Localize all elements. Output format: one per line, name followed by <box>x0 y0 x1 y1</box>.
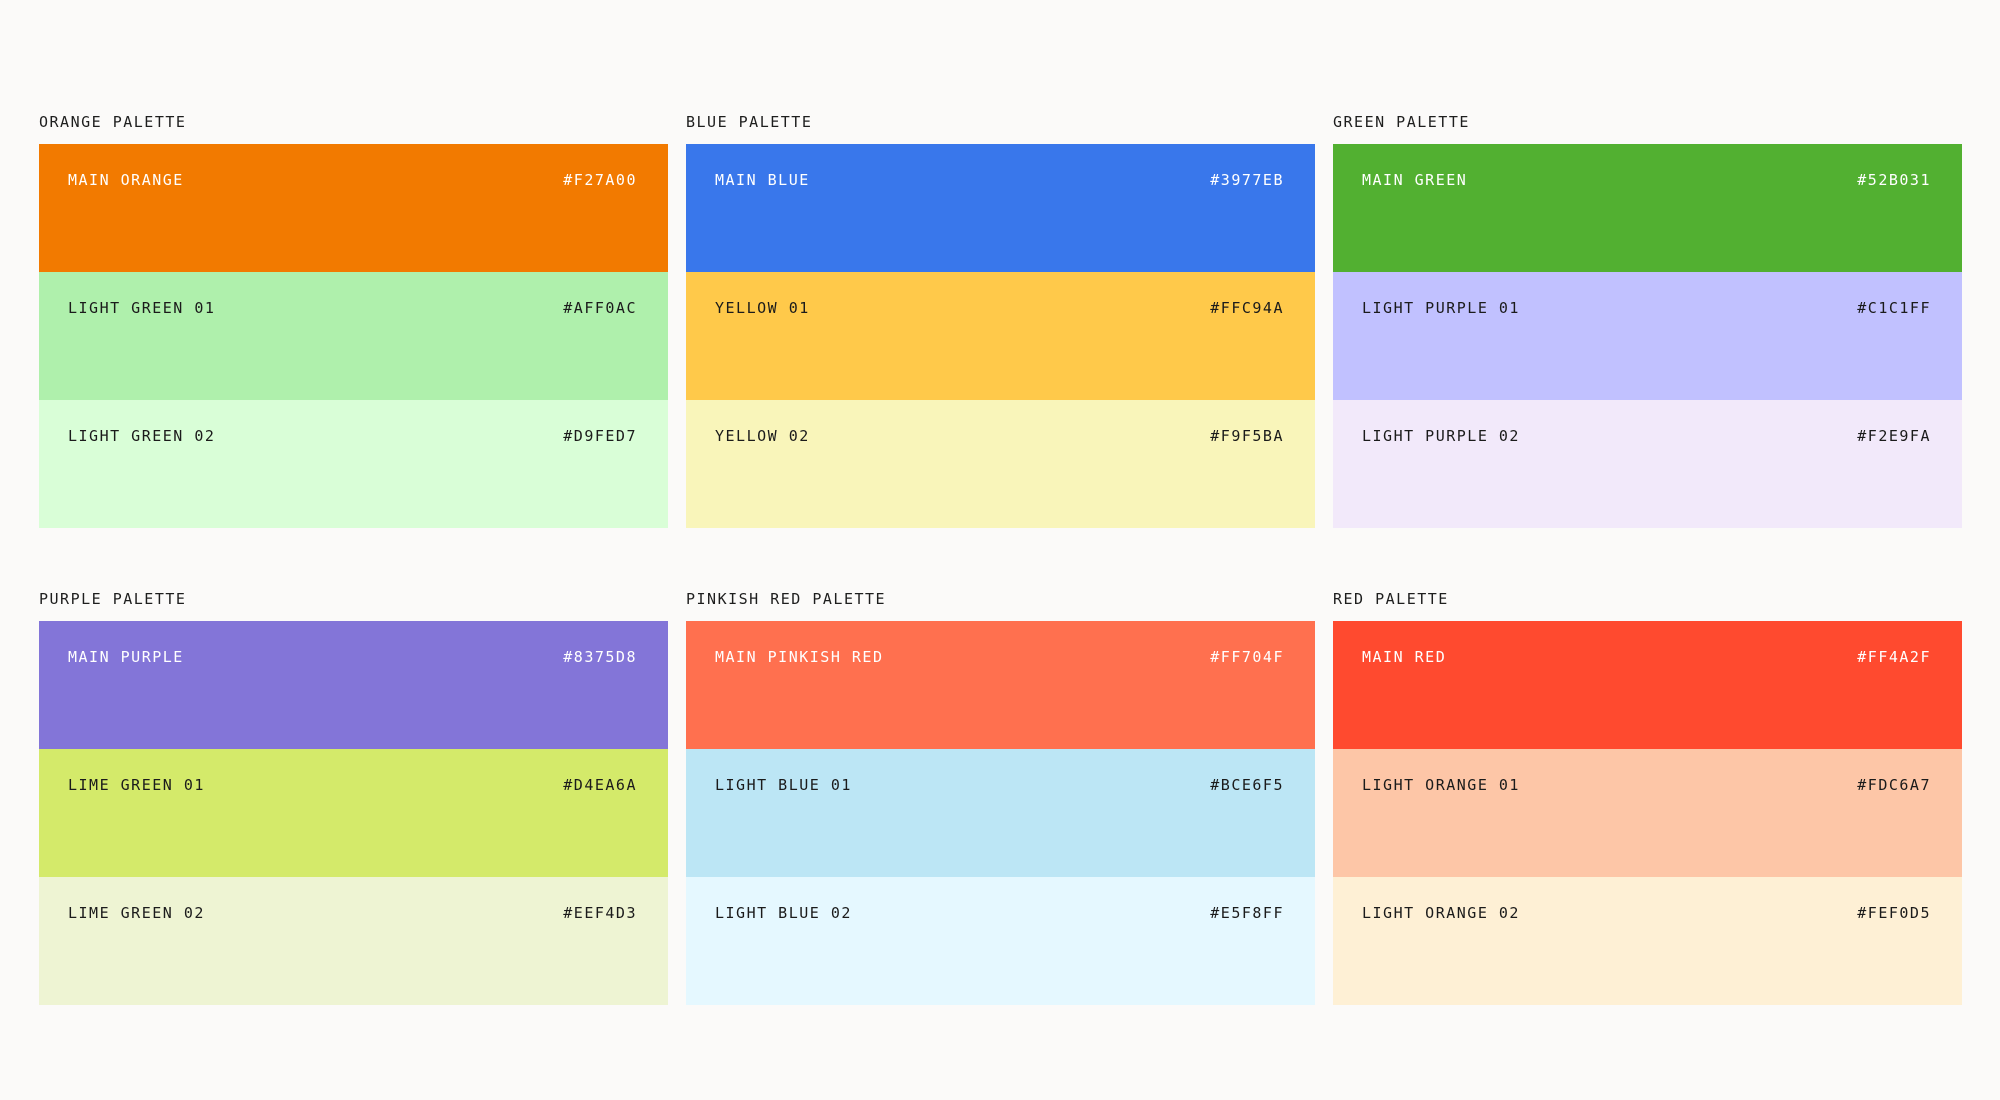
swatch-name: MAIN PINKISH RED <box>715 648 884 666</box>
swatch-hex: #52B031 <box>1857 171 1931 189</box>
swatch-name: MAIN ORANGE <box>68 171 184 189</box>
swatch-hex: #F9F5BA <box>1210 427 1284 445</box>
swatch[interactable]: LIGHT GREEN 01 #AFF0AC <box>39 272 668 400</box>
swatch-name: MAIN PURPLE <box>68 648 184 666</box>
swatch[interactable]: LIGHT PURPLE 02 #F2E9FA <box>1333 400 1962 528</box>
swatch[interactable]: LIGHT GREEN 02 #D9FED7 <box>39 400 668 528</box>
swatch-hex: #FDC6A7 <box>1857 776 1931 794</box>
swatch-hex: #FEF0D5 <box>1857 904 1931 922</box>
palette-red: RED PALETTE MAIN RED #FF4A2F LIGHT ORANG… <box>1333 585 1962 1005</box>
swatch[interactable]: LIGHT BLUE 01 #BCE6F5 <box>686 749 1315 877</box>
swatch[interactable]: LIGHT ORANGE 01 #FDC6A7 <box>1333 749 1962 877</box>
swatch[interactable]: LIGHT ORANGE 02 #FEF0D5 <box>1333 877 1962 1005</box>
palette-purple: PURPLE PALETTE MAIN PURPLE #8375D8 LIME … <box>39 585 668 1005</box>
swatch-name: LIME GREEN 02 <box>68 904 205 922</box>
swatch-hex: #F27A00 <box>563 171 637 189</box>
swatch-hex: #C1C1FF <box>1857 299 1931 317</box>
palette-green: GREEN PALETTE MAIN GREEN #52B031 LIGHT P… <box>1333 108 1962 528</box>
swatch-name: LIGHT PURPLE 02 <box>1362 427 1520 445</box>
swatch-name: LIGHT BLUE 02 <box>715 904 852 922</box>
swatch-hex: #D9FED7 <box>563 427 637 445</box>
swatch-name: LIGHT BLUE 01 <box>715 776 852 794</box>
swatch[interactable]: MAIN RED #FF4A2F <box>1333 621 1962 749</box>
swatch-hex: #FF4A2F <box>1857 648 1931 666</box>
swatch[interactable]: LIME GREEN 01 #D4EA6A <box>39 749 668 877</box>
swatch-hex: #FF704F <box>1210 648 1284 666</box>
swatch-name: YELLOW 02 <box>715 427 810 445</box>
swatch[interactable]: LIME GREEN 02 #EEF4D3 <box>39 877 668 1005</box>
swatch-name: LIME GREEN 01 <box>68 776 205 794</box>
palette-title: ORANGE PALETTE <box>39 113 187 131</box>
palette-grid: ORANGE PALETTE MAIN ORANGE #F27A00 LIGHT… <box>39 108 1963 1005</box>
palette-title: PINKISH RED PALETTE <box>686 590 887 608</box>
swatch-name: LIGHT GREEN 02 <box>68 427 216 445</box>
swatch[interactable]: LIGHT PURPLE 01 #C1C1FF <box>1333 272 1962 400</box>
swatch-hex: #3977EB <box>1210 171 1284 189</box>
swatch-name: MAIN RED <box>1362 648 1447 666</box>
swatch[interactable]: YELLOW 01 #FFC94A <box>686 272 1315 400</box>
swatch-hex: #FFC94A <box>1210 299 1284 317</box>
swatch-hex: #E5F8FF <box>1210 904 1284 922</box>
swatch[interactable]: MAIN ORANGE #F27A00 <box>39 144 668 272</box>
swatch[interactable]: MAIN PINKISH RED #FF704F <box>686 621 1315 749</box>
palette-pinkish-red: PINKISH RED PALETTE MAIN PINKISH RED #FF… <box>686 585 1315 1005</box>
swatch-name: YELLOW 01 <box>715 299 810 317</box>
swatch-name: LIGHT GREEN 01 <box>68 299 216 317</box>
swatch[interactable]: MAIN PURPLE #8375D8 <box>39 621 668 749</box>
swatch-name: LIGHT ORANGE 02 <box>1362 904 1520 922</box>
palette-title: GREEN PALETTE <box>1333 113 1470 131</box>
swatch-name: MAIN BLUE <box>715 171 810 189</box>
swatch[interactable]: MAIN GREEN #52B031 <box>1333 144 1962 272</box>
swatch-name: MAIN GREEN <box>1362 171 1468 189</box>
swatch[interactable]: YELLOW 02 #F9F5BA <box>686 400 1315 528</box>
palette-blue: BLUE PALETTE MAIN BLUE #3977EB YELLOW 01… <box>686 108 1315 528</box>
swatch[interactable]: MAIN BLUE #3977EB <box>686 144 1315 272</box>
palette-title: PURPLE PALETTE <box>39 590 187 608</box>
swatch[interactable]: LIGHT BLUE 02 #E5F8FF <box>686 877 1315 1005</box>
swatch-hex: #AFF0AC <box>563 299 637 317</box>
swatch-hex: #EEF4D3 <box>563 904 637 922</box>
swatch-name: LIGHT ORANGE 01 <box>1362 776 1520 794</box>
palette-orange: ORANGE PALETTE MAIN ORANGE #F27A00 LIGHT… <box>39 108 668 528</box>
palette-title: RED PALETTE <box>1333 590 1449 608</box>
swatch-hex: #BCE6F5 <box>1210 776 1284 794</box>
swatch-hex: #D4EA6A <box>563 776 637 794</box>
swatch-hex: #F2E9FA <box>1857 427 1931 445</box>
palette-title: BLUE PALETTE <box>686 113 813 131</box>
swatch-hex: #8375D8 <box>563 648 637 666</box>
swatch-name: LIGHT PURPLE 01 <box>1362 299 1520 317</box>
